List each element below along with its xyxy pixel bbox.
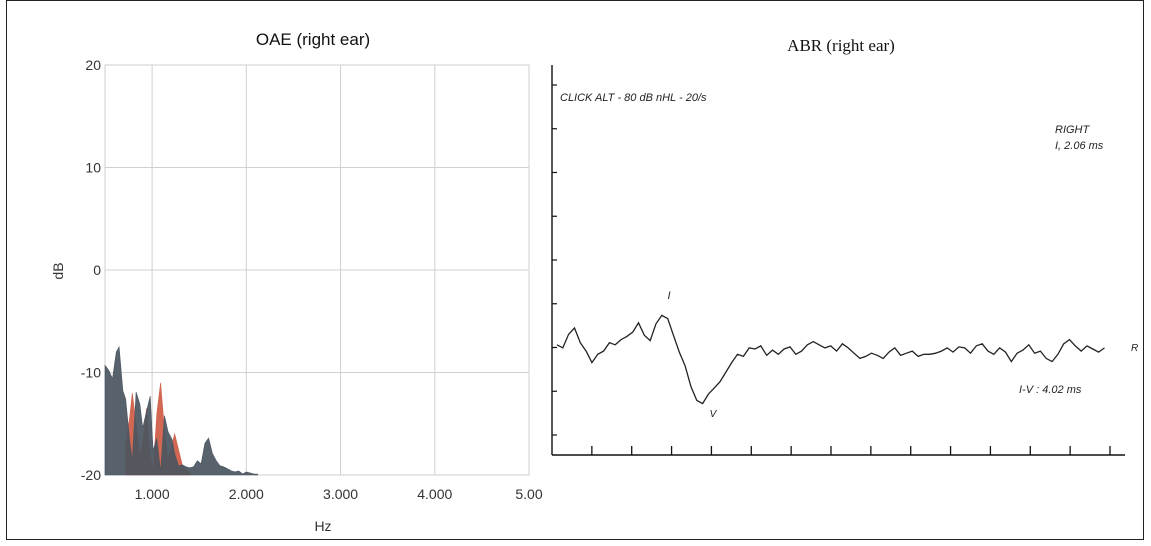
oae-y-tick-label: -20 — [81, 467, 101, 483]
oae-y-tick-label: 10 — [85, 160, 101, 176]
oae-chart: OAE (right ear) dB Hz -20 -10 0 10 20 1.000 2… — [50, 30, 543, 534]
abr-interval-label: I-V : 4.02 ms — [1019, 384, 1082, 396]
oae-title: OAE (right ear) — [256, 30, 370, 49]
oae-y-ticks: -20 -10 0 10 20 — [81, 57, 101, 483]
oae-x-tick-label: 1.000 — [135, 486, 170, 502]
oae-y-axis-label: dB — [50, 262, 66, 279]
oae-x-tick-label: 4.000 — [417, 486, 452, 502]
abr-title: ABR (right ear) — [787, 36, 895, 55]
abr-stimulus-label: CLICK ALT - 80 dB nHL - 20/s — [560, 92, 707, 104]
abr-wave-i-marker: I — [667, 290, 670, 302]
abr-trace-end-label: R — [1131, 343, 1138, 354]
abr-x-ticks — [592, 446, 1110, 455]
abr-y-ticks — [552, 85, 557, 435]
figure-canvas: OAE (right ear) dB Hz -20 -10 0 10 20 1.000 2… — [7, 1, 1143, 539]
abr-chart: ABR (right ear) CLICK ALT - 80 dB nHL - … — [552, 36, 1138, 455]
oae-x-ticks: 1.000 2.000 3.000 4.000 5.00 — [135, 486, 543, 502]
oae-y-tick-label: 0 — [93, 262, 101, 278]
abr-side-label: RIGHT — [1055, 124, 1091, 136]
oae-x-tick-label: 3.000 — [323, 486, 358, 502]
oae-y-tick-label: -10 — [81, 365, 101, 381]
oae-x-tick-label: 2.000 — [229, 486, 264, 502]
abr-latency-label: I, 2.06 ms — [1055, 140, 1104, 152]
oae-x-tick-label: 5.00 — [515, 486, 542, 502]
figure-frame: OAE (right ear) dB Hz -20 -10 0 10 20 1.000 2… — [6, 0, 1144, 540]
oae-x-axis-label: Hz — [314, 518, 331, 534]
oae-y-tick-label: 20 — [85, 57, 101, 73]
abr-wave-v-marker: V — [710, 409, 718, 420]
